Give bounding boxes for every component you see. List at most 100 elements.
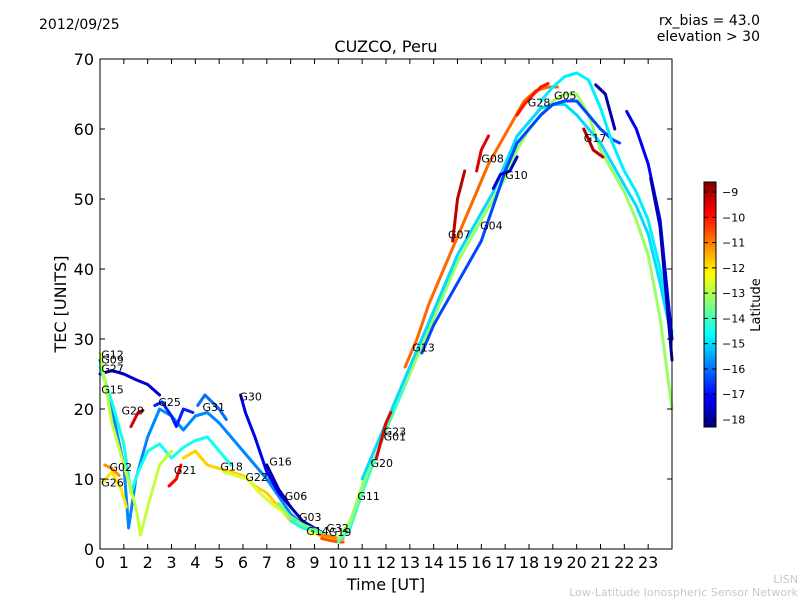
sat-label-g15: G15 (101, 383, 124, 396)
sat-label-g02: G02 (110, 461, 133, 474)
series-late3 (649, 176, 674, 362)
series-g15 (98, 369, 162, 397)
y-tick-label: 70 (74, 50, 94, 69)
series-g29 (129, 408, 145, 428)
x-tick-label: 21 (590, 553, 610, 572)
x-tick-label: 19 (543, 553, 563, 572)
sat-label-g07: G07 (448, 229, 471, 242)
sat-label-g05: G05 (554, 89, 577, 102)
colorbar-tick-label: −17 (722, 388, 745, 401)
sat-label-g17: G17 (584, 132, 607, 145)
sat-label-g13: G13 (412, 341, 435, 354)
colorbar-tick-label: −9 (722, 186, 738, 199)
x-tick-label: 4 (190, 553, 200, 572)
sat-label-g20: G20 (371, 457, 394, 470)
chart-title: CUZCO, Peru (334, 37, 438, 56)
x-tick-label: 2 (143, 553, 153, 572)
sat-label-g18: G18 (220, 460, 243, 473)
series-g26 (100, 470, 128, 509)
series-g07 (451, 169, 467, 243)
series-g23 (375, 411, 393, 460)
x-tick-label: 8 (286, 553, 296, 572)
series-g05 (539, 71, 674, 334)
x-tick-label: 14 (423, 553, 443, 572)
sat-label-g08: G08 (481, 152, 504, 165)
sat-label-g09: G09 (101, 353, 124, 366)
y-tick-label: 30 (74, 330, 94, 349)
sat-label-g19: G19 (329, 526, 352, 539)
series-g11 (336, 372, 412, 544)
x-tick-label: 18 (519, 553, 539, 572)
x-tick-label: 7 (262, 553, 272, 572)
x-tick-label: 17 (495, 553, 515, 572)
y-tick-label: 50 (74, 190, 94, 209)
y-tick-label: 40 (74, 260, 94, 279)
x-axis-label: Time [UT] (346, 575, 425, 594)
colorbar-ticks: −9 −10 −11 −12 −13 −14 −15 −16 −17 −18 (704, 186, 745, 426)
x-tick-label: 5 (214, 553, 224, 572)
colorbar-tick-label: −13 (722, 287, 745, 300)
sat-label-g23: G23 (384, 425, 407, 438)
footer-network: Low-Latitude Ionospheric Sensor Network (569, 586, 798, 599)
y-tick-label: 0 (84, 540, 94, 559)
sat-label-g22: G22 (245, 471, 268, 484)
sat-label-g21: G21 (174, 464, 197, 477)
series-g30 (239, 393, 293, 509)
x-tick-label: 23 (638, 553, 658, 572)
sat-label-g14: G14 (306, 525, 329, 538)
colorbar (703, 181, 717, 428)
sat-label-g01: G01 (384, 430, 407, 443)
series-g09 (98, 365, 233, 495)
y-tick-label: 10 (74, 470, 94, 489)
sat-label-g28: G28 (528, 96, 551, 109)
x-tick-label: 13 (400, 553, 420, 572)
series-g04 (420, 99, 622, 355)
colorbar-tick-label: −12 (722, 262, 745, 275)
series-g27 (98, 358, 328, 537)
y-axis-label: TEC [UNITS] (51, 256, 70, 354)
sat-label-g12: G12 (101, 348, 124, 361)
x-tick-label: 20 (566, 553, 586, 572)
colorbar-tick-label: −16 (722, 363, 745, 376)
footer-lisn: LISN (773, 573, 798, 586)
series-g21 (167, 463, 183, 488)
x-tick-label: 6 (238, 553, 248, 572)
sat-label-g16: G16 (269, 456, 292, 469)
sat-label-g03: G03 (299, 511, 322, 524)
bias-info: rx_bias = 43.0 elevation > 30 (657, 13, 760, 45)
sat-label-g26: G26 (101, 477, 124, 490)
series-g25 (153, 400, 195, 428)
colorbar-tick-label: −18 (722, 413, 745, 426)
sat-label-g29: G29 (122, 404, 145, 417)
x-tick-label: 9 (309, 553, 319, 572)
date-label: 2012/09/25 (39, 17, 120, 33)
x-tick-label: 16 (471, 553, 491, 572)
series-g28 (515, 82, 550, 117)
colorbar-label: Latitude (749, 278, 764, 332)
y-tick-label: 20 (74, 400, 94, 419)
colorbar-tick-label: −15 (722, 338, 745, 351)
x-tick-label: 3 (166, 553, 176, 572)
x-tick-label: 1 (119, 553, 129, 572)
rx-bias-label: rx_bias = 43.0 (658, 13, 760, 29)
sat-label-g32: G32 (326, 522, 349, 535)
sat-label-g04: G04 (480, 220, 503, 233)
x-tick-label: 15 (447, 553, 467, 572)
elevation-label: elevation > 30 (656, 29, 760, 45)
sat-label-g10: G10 (505, 169, 528, 182)
x-tick-label: 11 (352, 553, 372, 572)
series-late1 (594, 83, 617, 131)
axis-layer: 0 1 2 3 4 5 6 7 8 9 10 11 12 13 14 15 16 17 18 19 20 21 22 2301… (74, 50, 672, 572)
series-g17 (582, 127, 605, 159)
sat-label-g27: G27 (101, 362, 124, 375)
x-tick-label: 10 (328, 553, 348, 572)
colorbar-tick-label: −14 (722, 312, 745, 325)
series-g08 (475, 134, 490, 173)
sat-label-g30: G30 (239, 390, 262, 403)
sat-label-g11: G11 (357, 490, 380, 503)
series-g19 (320, 537, 345, 544)
sat-label-g06: G06 (285, 490, 308, 503)
series-layer (98, 71, 674, 544)
sat-label-g31: G31 (203, 401, 226, 414)
